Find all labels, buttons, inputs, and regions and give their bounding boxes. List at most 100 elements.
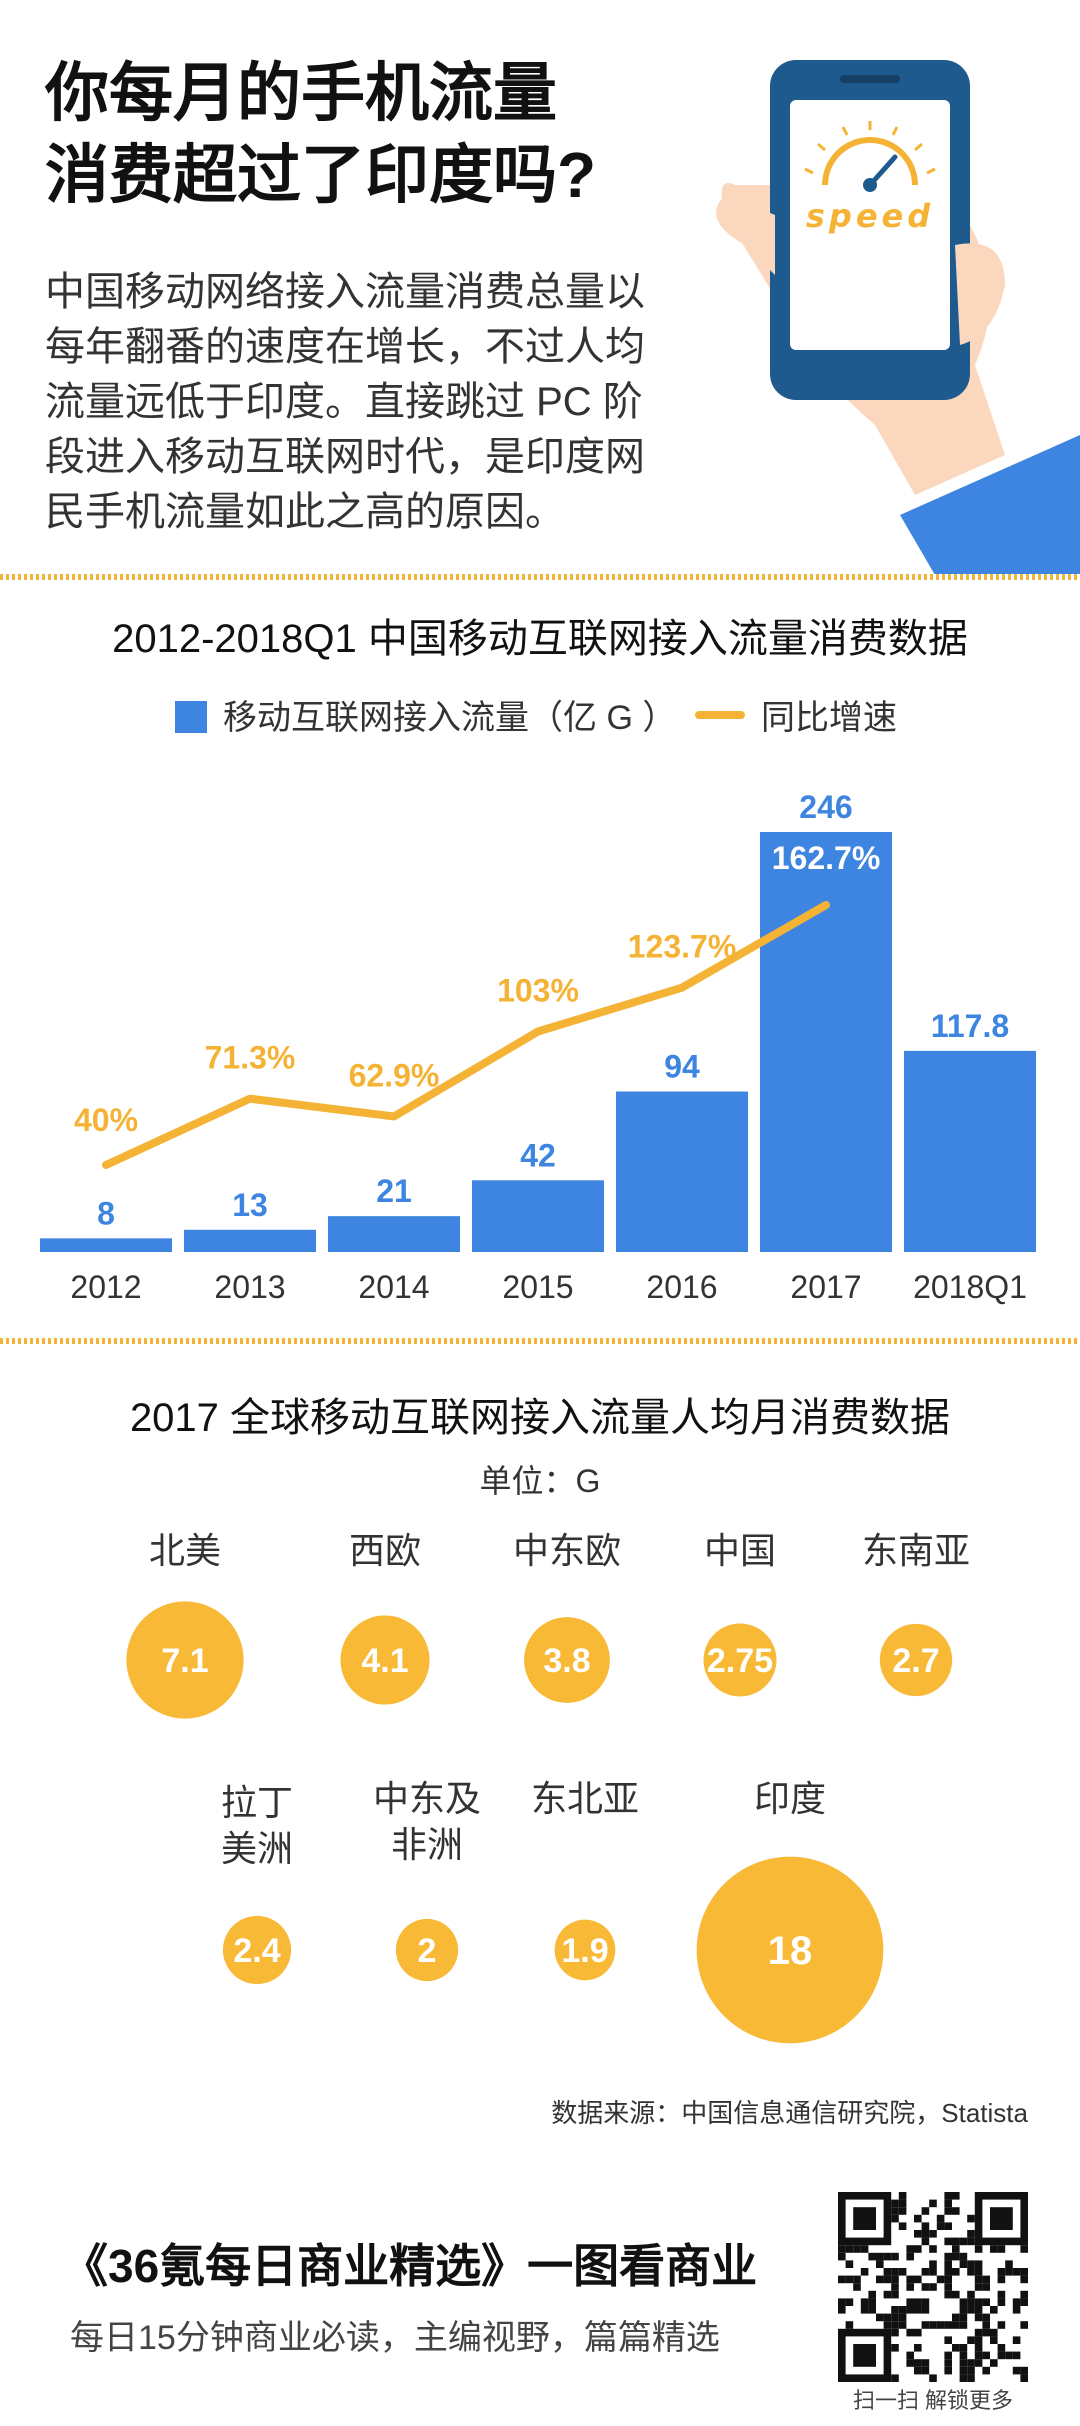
qr-module bbox=[982, 2275, 990, 2284]
x-tick-label: 2016 bbox=[646, 1269, 717, 1305]
qr-module bbox=[997, 2344, 1006, 2352]
qr-module bbox=[997, 2290, 1006, 2299]
qr-module bbox=[952, 2268, 960, 2276]
intro-line: 流量远低于印度。直接跳过 PC 阶 bbox=[45, 380, 643, 424]
qr-module bbox=[967, 2336, 975, 2344]
traffic-bar-line-chart: 8 2012 13 2013 21 2014 42 2015 94 2016 246 2017 117.… bbox=[40, 789, 1036, 1305]
qr-module bbox=[944, 2321, 952, 2329]
qr-module bbox=[967, 2214, 975, 2223]
qr-module bbox=[967, 2366, 975, 2375]
qr-module bbox=[967, 2230, 975, 2238]
qr-module bbox=[929, 2260, 937, 2268]
qr-module bbox=[952, 2237, 960, 2246]
region-label: 东南亚 bbox=[861, 1530, 970, 1571]
qr-module bbox=[876, 2260, 884, 2268]
x-tick-label: 2014 bbox=[358, 1269, 429, 1305]
qr-module bbox=[883, 2321, 892, 2329]
legend-bar: 移动互联网接入流量（亿 G ） bbox=[175, 690, 676, 739]
qr-module bbox=[906, 2245, 914, 2253]
qr-module bbox=[974, 2336, 983, 2344]
qr-module bbox=[944, 2252, 952, 2261]
region-label-line: 拉丁 bbox=[220, 1782, 293, 1823]
promo-title: 《36氪每日商业精选》一图看商业 bbox=[62, 2240, 758, 2292]
promo-subtitle: 每日15分钟商业必读，主编视野，篇篇精选 bbox=[70, 2319, 720, 2357]
qr-module bbox=[891, 2321, 899, 2329]
qr-module bbox=[914, 2344, 922, 2352]
qr-module bbox=[914, 2275, 922, 2284]
qr-module bbox=[891, 2313, 899, 2322]
qr-module bbox=[944, 2199, 952, 2208]
qr-module bbox=[914, 2328, 922, 2337]
growth-value-label: 62.9% bbox=[349, 1057, 440, 1093]
growth-point bbox=[825, 904, 827, 906]
qr-module bbox=[921, 2222, 930, 2230]
legend-bar-label: 移动互联网接入流量（亿 G ） bbox=[223, 699, 677, 737]
qr-module bbox=[860, 2268, 869, 2276]
region-label: 中国 bbox=[703, 1530, 776, 1571]
qr-caption: 扫一扫 解锁更多 bbox=[852, 2388, 1014, 2413]
x-tick-label: 2017 bbox=[790, 1269, 861, 1305]
bubble-value-label: 1.9 bbox=[561, 1932, 608, 1970]
qr-code-icon[interactable] bbox=[838, 2192, 1028, 2382]
growth-point bbox=[537, 1030, 539, 1033]
qr-module bbox=[860, 2245, 869, 2253]
qr-module bbox=[1012, 2351, 1021, 2360]
qr-module bbox=[974, 2275, 983, 2284]
qr-module bbox=[959, 2344, 968, 2352]
x-tick-label: 2015 bbox=[502, 1269, 573, 1305]
qr-module bbox=[891, 2207, 899, 2215]
qr-module bbox=[906, 2275, 914, 2284]
qr-module bbox=[936, 2222, 945, 2230]
qr-module bbox=[982, 2351, 990, 2360]
qr-module bbox=[914, 2214, 922, 2223]
qr-module bbox=[952, 2321, 960, 2329]
qr-module bbox=[921, 2268, 930, 2276]
qr-module bbox=[967, 2298, 975, 2306]
qr-module bbox=[1005, 2260, 1013, 2268]
qr-module bbox=[921, 2283, 930, 2291]
qr-module bbox=[898, 2199, 907, 2208]
qr-module bbox=[845, 2321, 854, 2329]
qr-module bbox=[959, 2321, 968, 2329]
finger-shape bbox=[955, 243, 1005, 345]
qr-module bbox=[967, 2260, 975, 2268]
qr-module bbox=[914, 2230, 922, 2238]
qr-module bbox=[952, 2207, 960, 2215]
qr-module bbox=[929, 2199, 937, 2208]
region-bubble bbox=[554, 1919, 616, 1981]
qr-module bbox=[898, 2306, 907, 2314]
qr-module bbox=[974, 2283, 983, 2291]
qr-module bbox=[990, 2336, 998, 2344]
qr-module bbox=[898, 2268, 907, 2276]
chart-bar bbox=[184, 1229, 316, 1252]
qr-module bbox=[936, 2321, 945, 2329]
qr-module bbox=[959, 2366, 968, 2375]
bubble-value-label: 2 bbox=[418, 1932, 437, 1970]
qr-module bbox=[929, 2230, 937, 2238]
qr-module bbox=[944, 2260, 952, 2268]
qr-module bbox=[906, 2359, 914, 2367]
qr-module bbox=[868, 2306, 876, 2314]
regional-bubble-chart: 7.1 4.1 3.8 2.75 2.7 2.4 2 1.9 18 bbox=[126, 1601, 953, 2044]
x-tick-label: 2012 bbox=[70, 1269, 141, 1305]
qr-module bbox=[876, 2313, 884, 2322]
qr-module bbox=[1020, 2321, 1028, 2329]
growth-point bbox=[105, 1164, 107, 1166]
qr-module bbox=[959, 2306, 968, 2314]
region-label: 中东及 非洲 bbox=[347, 1776, 507, 1868]
qr-module bbox=[997, 2351, 1006, 2360]
qr-module bbox=[944, 2359, 952, 2367]
qr-module bbox=[891, 2268, 899, 2276]
qr-module bbox=[845, 2275, 854, 2284]
qr-module bbox=[1012, 2366, 1021, 2375]
growth-point bbox=[393, 1115, 395, 1118]
qr-module bbox=[1020, 2275, 1028, 2284]
region-bubble bbox=[126, 1601, 244, 1719]
qr-module bbox=[944, 2207, 952, 2215]
growth-line bbox=[102, 901, 830, 1169]
qr-module bbox=[997, 2321, 1006, 2329]
legend-bar-swatch bbox=[175, 701, 207, 733]
qr-module bbox=[1012, 2306, 1021, 2314]
qr-module bbox=[921, 2230, 930, 2238]
qr-module bbox=[967, 2306, 975, 2314]
